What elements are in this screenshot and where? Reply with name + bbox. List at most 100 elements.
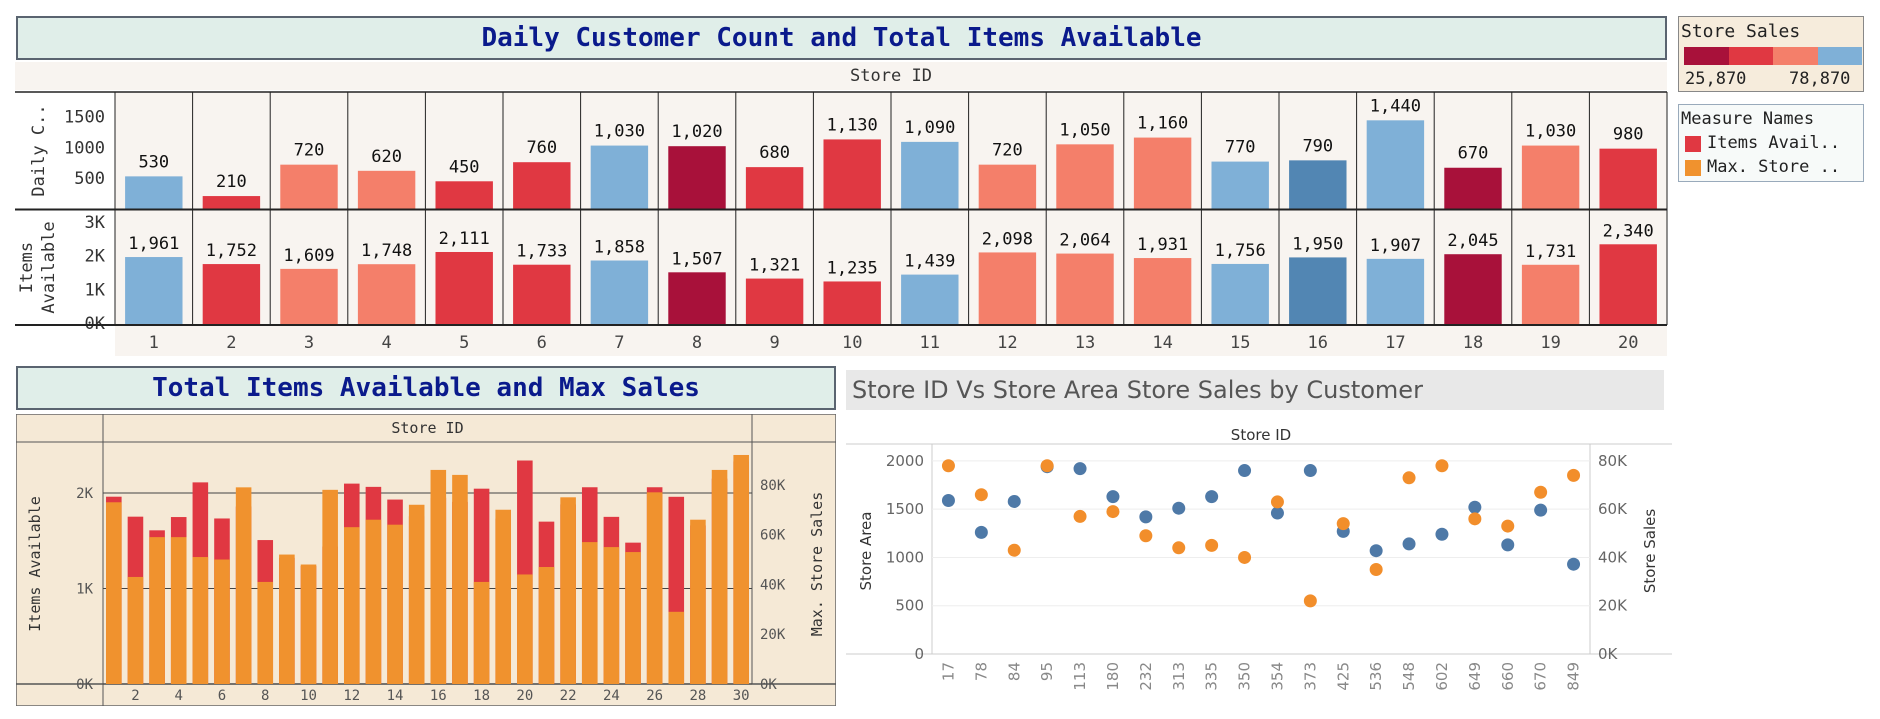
x-tick-label: 14 bbox=[387, 688, 404, 704]
top-chart-title: Daily Customer Count and Total Items Ava… bbox=[16, 16, 1667, 60]
items-data-label: 1,439 bbox=[904, 252, 955, 272]
customer-data-label: 1,030 bbox=[1525, 122, 1576, 142]
items-bar bbox=[357, 264, 416, 325]
store-area-point bbox=[1501, 538, 1515, 552]
store-area-point bbox=[1303, 464, 1317, 478]
column-header-label: Store ID bbox=[391, 419, 463, 437]
customer-bar bbox=[901, 141, 959, 209]
legend-label: Items Avail.. bbox=[1707, 133, 1841, 153]
store-area-point bbox=[1139, 510, 1153, 524]
customer-data-label: 1,160 bbox=[1137, 114, 1188, 134]
scatter-chart: Store ID 0 500 1000 1500 2000 0K 20K 40K 60K 80K St… bbox=[846, 426, 1672, 691]
right-tick-label: 40K bbox=[760, 577, 786, 593]
left-tick-label: 500 bbox=[895, 597, 924, 615]
store-area-point bbox=[1007, 494, 1021, 508]
left-tick-label: 2K bbox=[76, 486, 93, 502]
store-sales-point bbox=[941, 459, 955, 473]
items-bar bbox=[901, 274, 959, 325]
column-header-label: Store ID bbox=[850, 66, 932, 86]
x-tick-label: 95 bbox=[1038, 662, 1056, 681]
max-store-sales-bar bbox=[279, 554, 295, 684]
items-data-label: 1,752 bbox=[206, 241, 257, 261]
x-tick-label: 12 bbox=[997, 333, 1017, 353]
x-tick-label: 849 bbox=[1565, 662, 1583, 691]
items-bar bbox=[1056, 253, 1114, 325]
store-area-point bbox=[1073, 462, 1087, 476]
items-data-label: 1,748 bbox=[361, 241, 412, 261]
measure-names-legend: Measure Names Items Avail.. Max. Store .… bbox=[1678, 104, 1864, 182]
x-tick-label: 13 bbox=[1075, 333, 1095, 353]
store-area-point bbox=[1238, 464, 1252, 478]
bottom-left-chart-title: Total Items Available and Max Sales bbox=[16, 366, 836, 410]
store-sales-point bbox=[1567, 468, 1581, 482]
x-tick-label: 17 bbox=[1385, 333, 1405, 353]
row2-axis-label: Items Available bbox=[17, 221, 59, 313]
x-tick-label: 24 bbox=[603, 688, 620, 704]
items-bar bbox=[668, 272, 726, 325]
x-tick-label: 3 bbox=[304, 333, 314, 353]
store-area-point bbox=[941, 493, 955, 507]
legend-item-items-available[interactable]: Items Avail.. bbox=[1683, 133, 1863, 155]
ramp-red bbox=[1728, 47, 1773, 65]
measure-names-legend-title: Measure Names bbox=[1681, 109, 1815, 129]
x-tick-label: 6 bbox=[537, 333, 547, 353]
x-tick-label: 2 bbox=[131, 688, 139, 704]
row2-tick-label: 3K bbox=[85, 213, 106, 233]
legend-swatch-red bbox=[1685, 136, 1701, 152]
items-data-label: 2,098 bbox=[982, 229, 1033, 249]
store-sales-point bbox=[1336, 517, 1350, 531]
x-tick-label: 9 bbox=[769, 333, 779, 353]
row2-axis-label-line: Items bbox=[17, 242, 37, 293]
customer-bar bbox=[357, 170, 416, 209]
max-store-sales-bar bbox=[690, 519, 706, 684]
max-store-sales-bar bbox=[668, 611, 685, 684]
items-bar bbox=[513, 264, 571, 325]
x-tick-label: 11 bbox=[920, 333, 940, 353]
scatter-chart-title: Store ID Vs Store Area Store Sales by Cu… bbox=[846, 370, 1664, 410]
store-sales-point bbox=[1073, 509, 1087, 523]
items-bar bbox=[1289, 257, 1347, 325]
customer-data-label: 1,030 bbox=[594, 122, 645, 142]
items-bar bbox=[1599, 244, 1657, 325]
row1-tick-label: 500 bbox=[74, 169, 105, 189]
customer-bar bbox=[1211, 161, 1269, 209]
store-sales-legend-title: Store Sales bbox=[1681, 21, 1801, 42]
store-sales-color-ramp bbox=[1684, 47, 1862, 65]
store-sales-point bbox=[1205, 538, 1219, 552]
max-store-sales-bar bbox=[170, 537, 187, 684]
max-store-sales-bar bbox=[343, 527, 360, 684]
items-data-label: 2,111 bbox=[439, 229, 490, 249]
max-store-sales-bar bbox=[560, 497, 576, 684]
customer-bar bbox=[1444, 167, 1502, 209]
items-bar bbox=[280, 268, 338, 325]
legend-swatch-orange bbox=[1685, 160, 1701, 176]
x-tick-label: 548 bbox=[1400, 662, 1418, 691]
x-tick-label: 12 bbox=[343, 688, 360, 704]
items-data-label: 1,507 bbox=[671, 249, 722, 269]
x-tick-label: 425 bbox=[1334, 662, 1352, 691]
customer-bar bbox=[1289, 160, 1347, 209]
x-tick-label: 26 bbox=[646, 688, 663, 704]
customer-bar bbox=[513, 162, 571, 209]
row1-tick-label: 1000 bbox=[64, 138, 105, 158]
max-store-sales-bar bbox=[646, 492, 663, 684]
right-axis-title: Max. Store Sales bbox=[808, 492, 826, 637]
items-bar bbox=[590, 260, 649, 325]
customer-data-label: 210 bbox=[216, 172, 247, 192]
store-sales-point bbox=[1534, 485, 1548, 499]
store-area-point bbox=[1534, 503, 1548, 517]
left-tick-label: 1K bbox=[76, 581, 93, 597]
max-store-sales-bar bbox=[365, 519, 382, 684]
store-sales-min: 25,870 bbox=[1685, 69, 1747, 89]
store-area-point bbox=[1172, 501, 1186, 515]
x-tick-label: 313 bbox=[1170, 662, 1188, 691]
store-area-point bbox=[1270, 506, 1284, 520]
legend-item-max-store-sales[interactable]: Max. Store .. bbox=[1683, 157, 1863, 179]
items-data-label: 1,950 bbox=[1292, 234, 1343, 254]
customer-data-label: 1,440 bbox=[1370, 96, 1421, 116]
customer-bar bbox=[280, 164, 338, 209]
items-bar bbox=[1444, 254, 1502, 325]
max-store-sales-bar bbox=[538, 567, 555, 684]
store-area-point bbox=[974, 525, 988, 539]
